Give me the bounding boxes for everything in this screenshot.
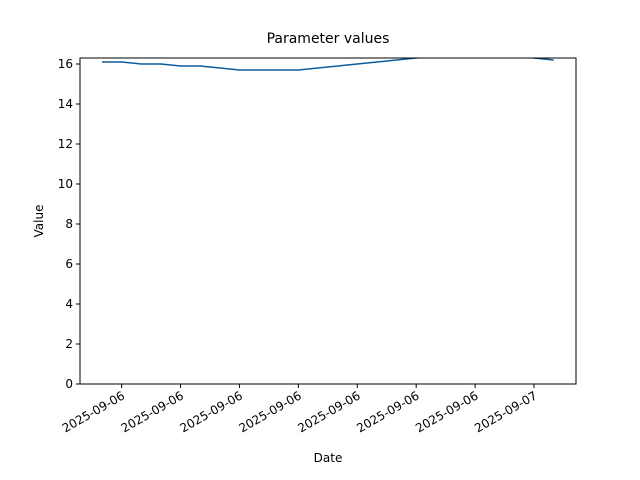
chart-title: Parameter values [267,31,390,47]
y-tick-label: 6 [65,257,73,271]
y-tick-label: 0 [65,377,73,391]
y-tick-label: 14 [58,97,73,111]
y-tick-label: 8 [65,217,73,231]
axes-frame [79,57,577,385]
y-tick-label: 4 [65,297,73,311]
y-axis-label: Value [32,205,46,238]
y-tick-label: 2 [65,337,73,351]
y-tick-label: 16 [58,57,73,71]
line-series [102,58,554,71]
y-tick-label: 10 [58,177,73,191]
y-tick-label: 12 [58,137,73,151]
plot-area [102,58,554,71]
x-axis-label: Date [314,451,343,465]
